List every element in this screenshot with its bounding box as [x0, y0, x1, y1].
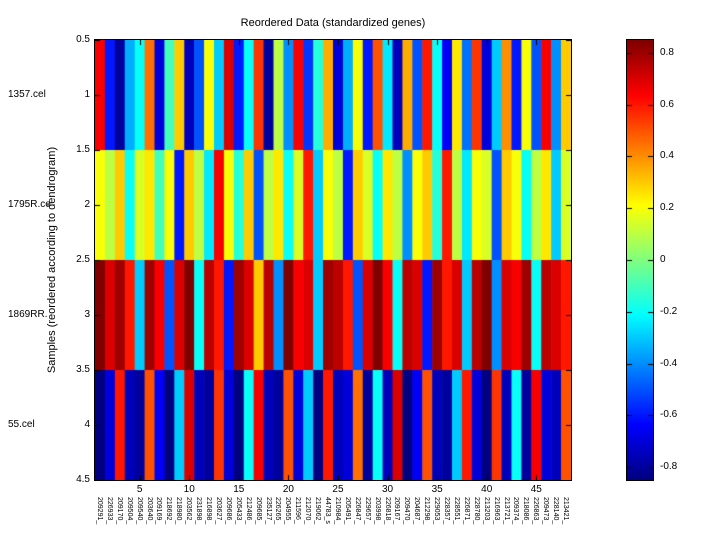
x-tick-label: 15 — [233, 484, 245, 495]
y-tick-label: 4.5 — [76, 474, 90, 485]
heatmap-canvas — [94, 39, 572, 481]
gene-label: 228357_ — [443, 497, 451, 525]
colorbar-tick-label: 0.6 — [660, 98, 674, 110]
y-tick-label: 2 — [84, 199, 90, 210]
gene-label: 209170_ — [115, 497, 123, 525]
chart-title: Reordered Data (standardized genes) — [240, 17, 426, 29]
sample-label: 55.cel — [8, 419, 35, 430]
gene-label: 209473_ — [542, 497, 550, 525]
gene-label: 226871_ — [462, 497, 470, 525]
gene-label: 216963_ — [492, 497, 500, 525]
gene-label: 203627_ — [214, 497, 222, 525]
gene-label: 218692_ — [165, 497, 173, 525]
gene-label: 212486_ — [244, 497, 252, 525]
gene-label: 209686_ — [224, 497, 232, 525]
sample-label: 1869RR. — [8, 309, 48, 320]
x-tick-label: 35 — [431, 484, 443, 495]
colorbar-tick-label: 0.2 — [660, 202, 674, 214]
gene-label: 235127_ — [264, 497, 272, 525]
gene-label: 203998_ — [373, 497, 381, 525]
gene-label: 205433_ — [234, 497, 242, 525]
gene-label: 226265_ — [274, 497, 282, 525]
gene-label: 212070_ — [304, 497, 312, 525]
gene-label: 228780_ — [472, 497, 480, 525]
gene-label: 212298_ — [423, 497, 431, 525]
colorbar-tick-label: -0.6 — [660, 409, 678, 421]
y-tick-label: 1 — [84, 89, 90, 100]
x-tick-label: 20 — [282, 484, 294, 495]
colorbar-tick-label: -0.4 — [660, 357, 678, 369]
gene-label: 218980_ — [175, 497, 183, 525]
gene-label: 226847_ — [353, 497, 361, 525]
gene-label: 209374_ — [512, 497, 520, 525]
gene-label: 213421_ — [562, 497, 570, 525]
gene-label: 226863_ — [532, 497, 540, 525]
gene-label: 226933_ — [105, 497, 113, 525]
colorbar-tick-label: -0.8 — [660, 461, 678, 473]
gene-label: 44783_s — [324, 497, 332, 524]
x-tick-label: 10 — [183, 484, 195, 495]
gene-label: 204955_ — [284, 497, 292, 525]
gene-label: 209167_ — [393, 497, 401, 525]
y-tick-label: 4 — [84, 419, 90, 430]
x-tick-label: 40 — [481, 484, 493, 495]
gene-label: 219062_ — [314, 497, 322, 525]
colorbar-tick-label: 0.4 — [660, 150, 674, 162]
gene-label: 231898_ — [195, 497, 203, 525]
sample-label: 1357.cel — [8, 89, 46, 100]
gene-label: 209169_ — [155, 497, 163, 525]
gene-label: 209504_ — [125, 497, 133, 525]
gene-label: 203640_ — [145, 497, 153, 525]
gene-label: 218086_ — [522, 497, 530, 525]
colorbar-tick-label: 0.8 — [660, 46, 674, 58]
gene-label: 216898_ — [205, 497, 213, 525]
y-axis-label: Samples (reordered according to dendrogr… — [46, 146, 58, 374]
y-tick-label: 0.5 — [76, 34, 90, 45]
x-tick-label: 25 — [332, 484, 344, 495]
colorbar-tick-label: 0 — [660, 254, 666, 265]
gene-label: 213721_ — [502, 497, 510, 525]
gene-label: 229053_ — [433, 497, 441, 525]
y-tick-label: 1.5 — [76, 144, 90, 155]
colorbar-tick-label: -0.2 — [660, 305, 678, 317]
y-tick-label: 3.5 — [76, 364, 90, 375]
y-tick-label: 2.5 — [76, 254, 90, 265]
gene-label: 209291_ — [95, 497, 103, 525]
gene-label: 228551_ — [452, 497, 460, 525]
gene-label: 209540_ — [135, 497, 143, 525]
gene-label: 211596_ — [294, 497, 302, 524]
x-tick-label: 5 — [136, 484, 143, 495]
y-tick-label: 3 — [84, 309, 90, 320]
gene-label: 204687_ — [413, 497, 421, 525]
gene-label: 203562_ — [185, 497, 193, 525]
gene-label: 213203_ — [482, 497, 490, 525]
gene-label: 228140_ — [552, 497, 560, 525]
x-tick-label: 45 — [530, 484, 542, 495]
gene-label: 209685_ — [254, 497, 262, 525]
gene-label: 210984_ — [333, 497, 341, 525]
gene-label: 209470_ — [403, 497, 411, 525]
gene-label: 205491_ — [343, 497, 351, 525]
colorbar — [626, 39, 654, 481]
sample-label: 1795R.ce — [8, 199, 51, 210]
gene-label: 229657_ — [363, 497, 371, 525]
gene-label: 226818_ — [383, 497, 391, 525]
x-tick-label: 30 — [381, 484, 394, 495]
